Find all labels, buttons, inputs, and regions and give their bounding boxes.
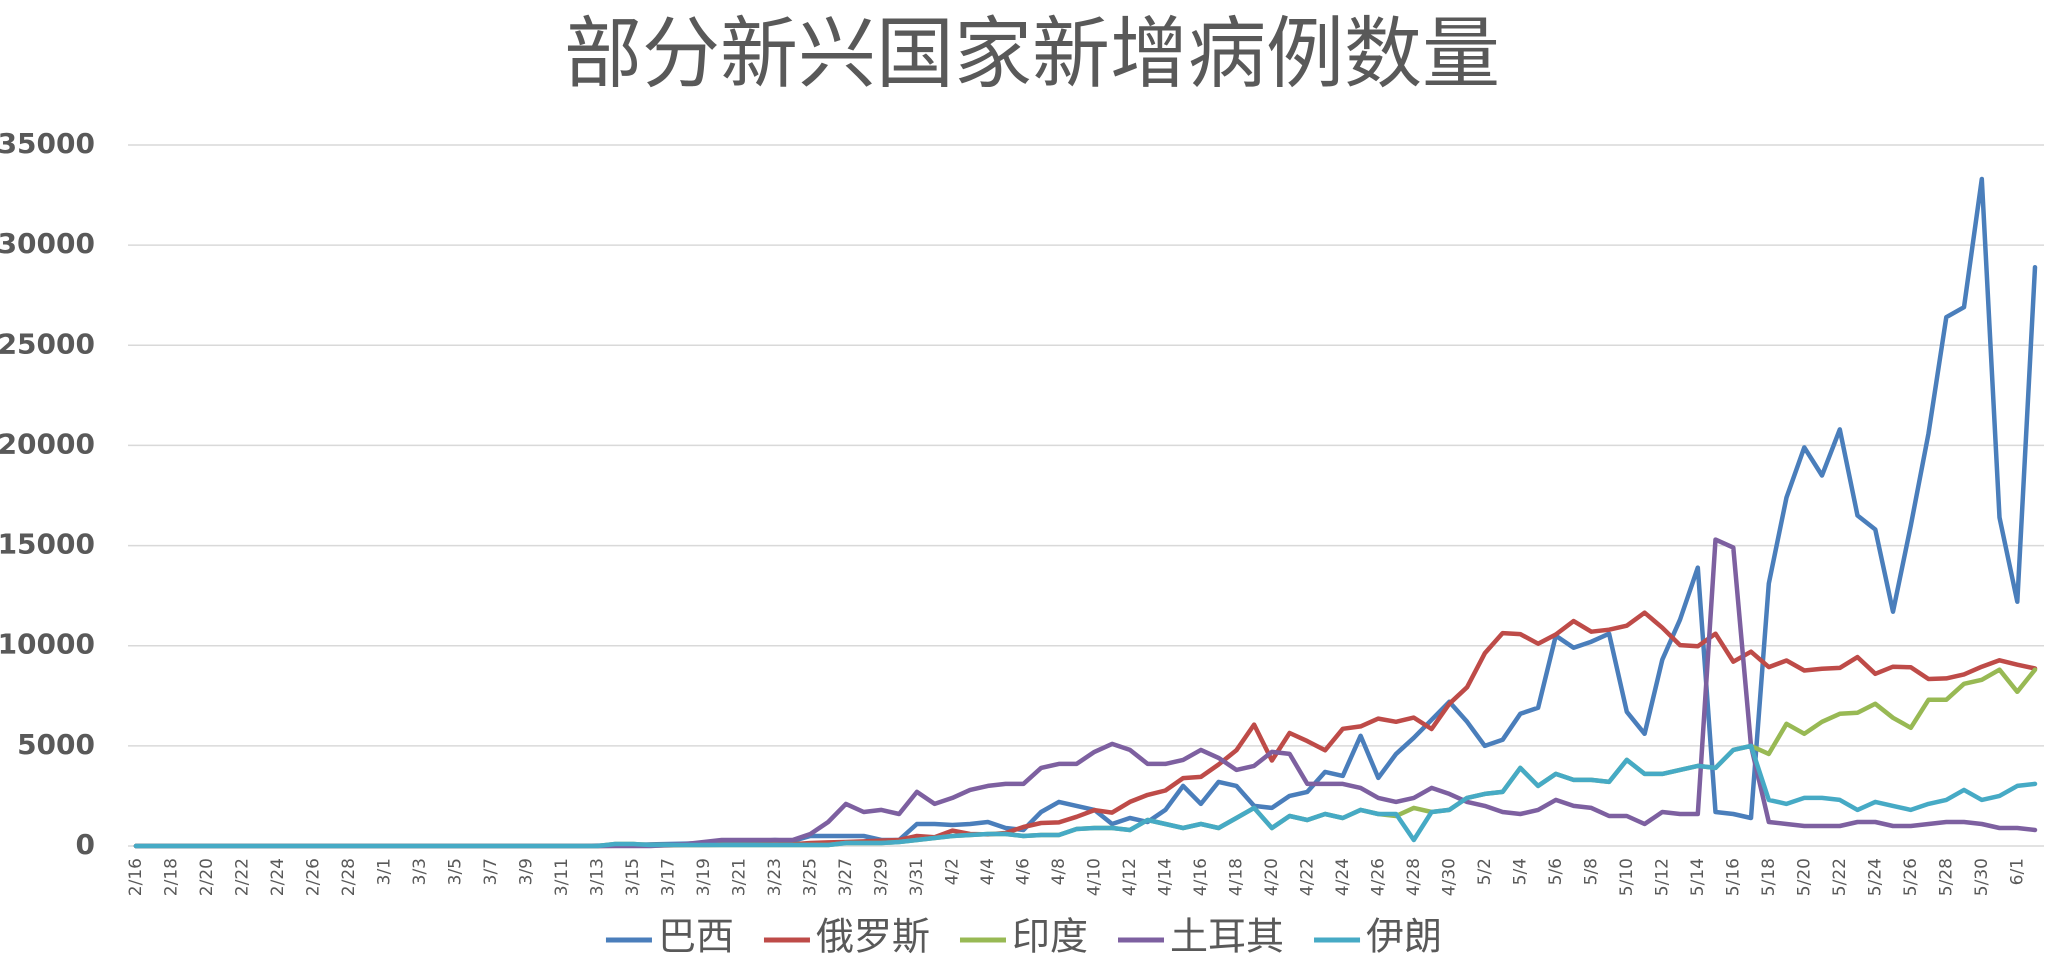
x-tick-label: 5/24 <box>1865 858 1885 896</box>
x-tick-label: 3/13 <box>587 858 607 896</box>
x-tick-label: 4/30 <box>1439 858 1459 896</box>
x-tick-label: 3/3 <box>410 858 430 885</box>
x-tick-label: 5/8 <box>1581 858 1601 885</box>
x-tick-label: 4/6 <box>1013 858 1033 885</box>
series-line <box>133 743 2038 849</box>
x-tick-label: 3/7 <box>481 858 501 885</box>
x-tick-label: 5/14 <box>1688 858 1708 896</box>
x-tick-label: 4/22 <box>1297 858 1317 896</box>
y-tick-label: 30000 <box>0 227 95 260</box>
x-tick-label: 5/4 <box>1510 858 1530 885</box>
x-tick-label: 3/23 <box>765 858 785 896</box>
legend-label: 俄罗斯 <box>816 915 930 959</box>
x-tick-label: 3/5 <box>445 858 465 885</box>
legend-label: 巴西 <box>658 915 734 959</box>
x-tick-label: 5/16 <box>1723 858 1743 896</box>
x-tick-label: 3/15 <box>623 858 643 896</box>
x-tick-label: 3/9 <box>516 858 536 885</box>
legend-label: 土耳其 <box>1170 915 1284 959</box>
x-tick-label: 3/11 <box>552 858 572 896</box>
x-tick-label: 4/4 <box>978 858 998 885</box>
x-tick-label: 4/2 <box>942 858 962 885</box>
x-tick-label: 2/22 <box>232 858 252 896</box>
y-tick-label: 0 <box>76 828 95 861</box>
y-tick-label: 25000 <box>0 327 95 360</box>
x-tick-label: 4/14 <box>1155 858 1175 896</box>
x-tick-label: 4/28 <box>1404 858 1424 896</box>
x-tick-label: 5/30 <box>1972 858 1992 896</box>
y-tick-label: 5000 <box>17 728 95 761</box>
x-tick-label: 5/28 <box>1936 858 1956 896</box>
y-tick-label: 15000 <box>0 528 95 561</box>
x-tick-label: 2/20 <box>197 858 217 896</box>
x-tick-label: 5/12 <box>1652 858 1672 896</box>
x-tick-label: 4/10 <box>1084 858 1104 896</box>
x-tick-label: 2/24 <box>268 858 288 896</box>
x-tick-label: 4/18 <box>1226 858 1246 896</box>
x-tick-label: 3/31 <box>907 858 927 896</box>
x-tick-label: 2/18 <box>161 858 181 896</box>
x-tick-label: 5/26 <box>1901 858 1921 896</box>
x-tick-label: 3/29 <box>871 858 891 896</box>
x-tick-label: 3/25 <box>800 858 820 896</box>
x-tick-label: 6/1 <box>2007 858 2027 885</box>
x-tick-label: 4/8 <box>1049 858 1069 885</box>
x-tick-label: 4/26 <box>1368 858 1388 896</box>
y-tick-label: 10000 <box>0 628 95 661</box>
x-tick-label: 2/16 <box>126 858 146 896</box>
x-tick-label: 5/10 <box>1617 858 1637 896</box>
x-tick-label: 5/2 <box>1475 858 1495 885</box>
x-tick-label: 2/26 <box>303 858 323 896</box>
x-tick-label: 5/6 <box>1546 858 1566 885</box>
x-tick-label: 5/22 <box>1830 858 1850 896</box>
x-tick-label: 5/20 <box>1794 858 1814 896</box>
x-tick-label: 3/19 <box>694 858 714 896</box>
chart-title: 部分新兴国家新增病例数量 <box>564 10 1500 100</box>
x-tick-label: 4/16 <box>1191 858 1211 896</box>
y-tick-label: 20000 <box>0 427 95 460</box>
x-tick-label: 3/1 <box>374 858 394 885</box>
y-tick-label: 35000 <box>0 127 95 160</box>
x-tick-label: 4/12 <box>1120 858 1140 896</box>
x-tick-label: 2/28 <box>339 858 359 896</box>
x-tick-label: 3/27 <box>836 858 856 896</box>
legend-label: 伊朗 <box>1366 915 1442 959</box>
x-tick-label: 3/17 <box>658 858 678 896</box>
x-tick-label: 5/18 <box>1759 858 1779 896</box>
x-tick-label: 3/21 <box>729 858 749 896</box>
x-tick-label: 4/24 <box>1333 858 1353 896</box>
legend-label: 印度 <box>1012 915 1088 959</box>
x-tick-label: 4/20 <box>1262 858 1282 896</box>
